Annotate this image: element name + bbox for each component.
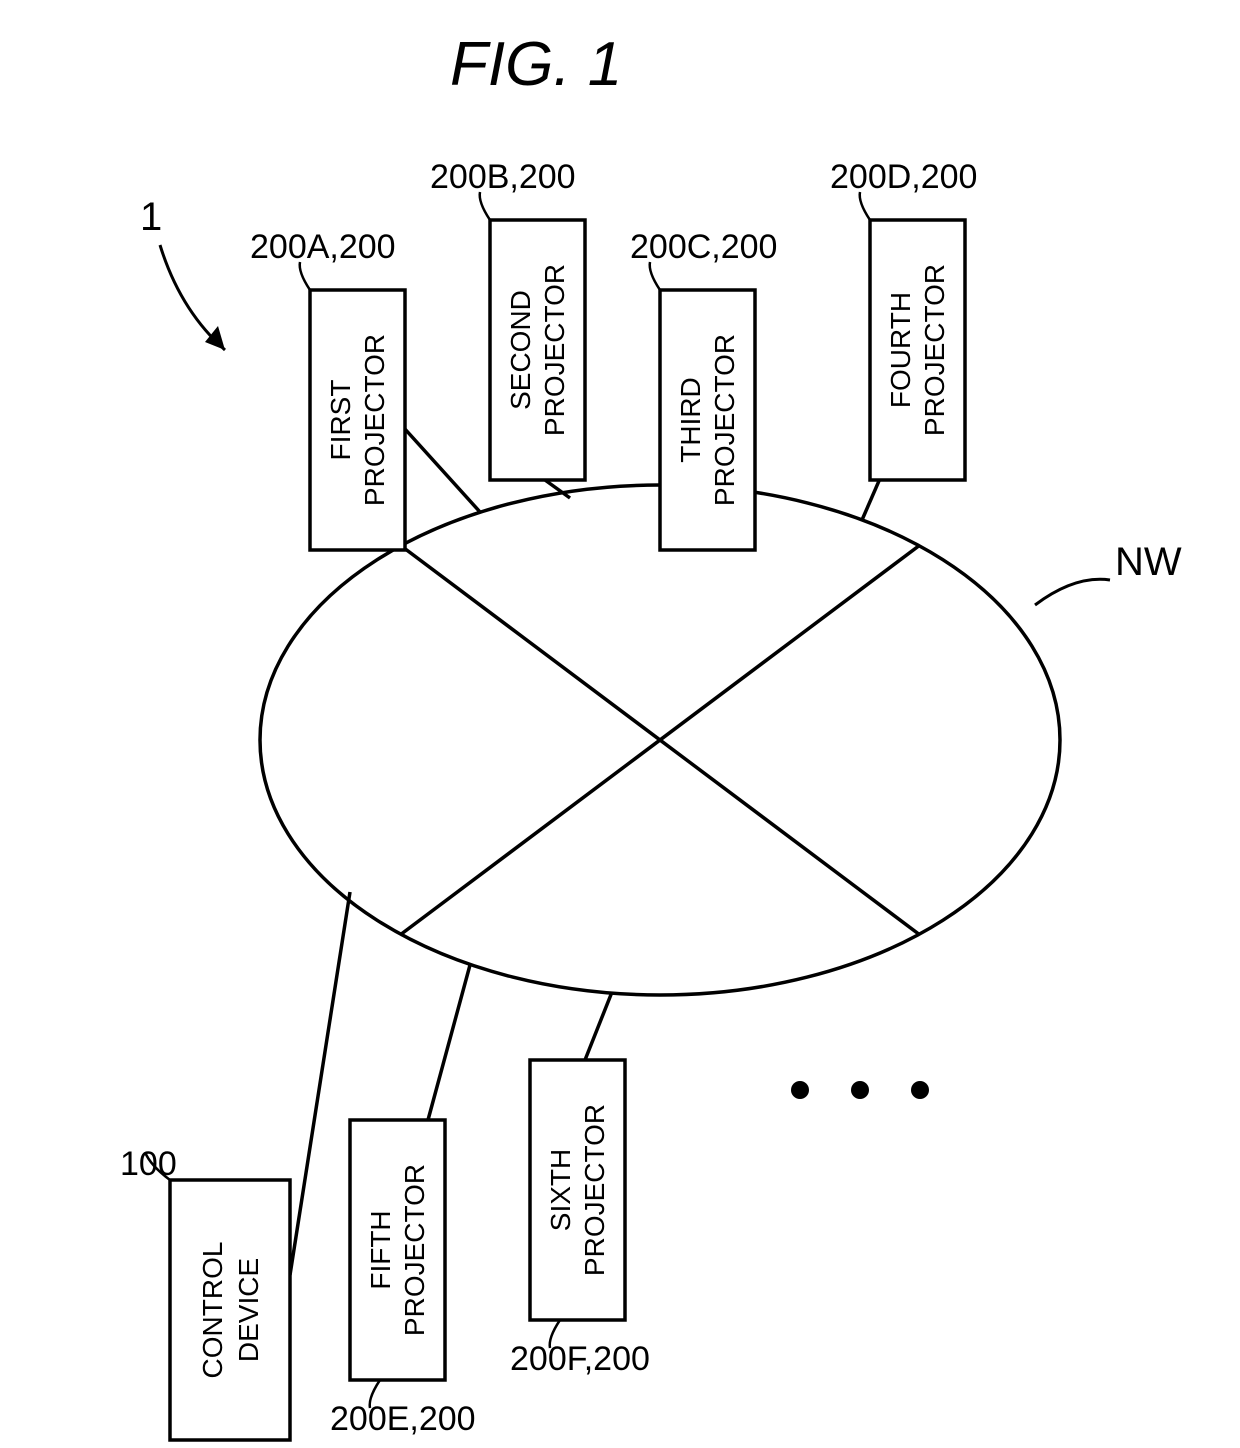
network-label-leader xyxy=(1035,579,1110,605)
control-device-label-1: CONTROL xyxy=(197,1242,228,1379)
projector-2-label-2: PROJECTOR xyxy=(539,264,570,436)
projector-4-label-1: FOURTH xyxy=(885,292,916,408)
connector-p6 xyxy=(585,992,612,1060)
projector-3-label-2: PROJECTOR xyxy=(709,334,740,506)
projector-6-label-1: SIXTH xyxy=(545,1149,576,1231)
projector-2-ref: 200B,200 xyxy=(430,158,576,196)
projector-1-label-2: PROJECTOR xyxy=(359,334,390,506)
connector-control xyxy=(290,892,350,1275)
projector-5-node: FIFTH PROJECTOR xyxy=(350,1120,445,1380)
network-cloud xyxy=(260,485,1060,995)
projector-4-node: FOURTH PROJECTOR xyxy=(870,220,965,480)
control-device-node: CONTROL DEVICE xyxy=(170,1180,290,1440)
projector-1-ref: 200A,200 xyxy=(250,228,396,266)
connector-p5 xyxy=(428,965,470,1120)
projector-6-label-2: PROJECTOR xyxy=(579,1104,610,1276)
projector-3-node: THIRD PROJECTOR xyxy=(660,290,755,550)
projector-4-label-2: PROJECTOR xyxy=(919,264,950,436)
projector-4-ref: 200D,200 xyxy=(830,158,977,196)
projector-2-label-1: SECOND xyxy=(505,290,536,410)
projector-6-node: SIXTH PROJECTOR xyxy=(530,1060,625,1320)
projector-5-label-1: FIFTH xyxy=(365,1210,396,1289)
control-device-label-2: DEVICE xyxy=(233,1258,264,1362)
network-label: NW xyxy=(1115,540,1182,584)
projector-1-label-1: FIRST xyxy=(325,380,356,461)
more-projectors-icon xyxy=(791,1081,929,1099)
system-ref-arrowhead xyxy=(205,326,225,350)
projector-5-ref: 200E,200 xyxy=(330,1400,476,1438)
projector-2-node: SECOND PROJECTOR xyxy=(490,220,585,480)
system-ref-label: 1 xyxy=(140,195,162,239)
projector-6-ref: 200F,200 xyxy=(510,1340,650,1378)
projector-2-ref-leader xyxy=(480,192,490,220)
projector-1-node: FIRST PROJECTOR xyxy=(310,290,405,550)
projector-4-ref-leader xyxy=(860,192,870,220)
projector-3-ref-leader xyxy=(650,262,660,290)
projector-3-label-1: THIRD xyxy=(675,377,706,463)
projector-5-label-2: PROJECTOR xyxy=(399,1164,430,1336)
projector-1-ref-leader xyxy=(300,262,310,290)
network-diagram: FIG. 1 1 NW CONTROL DEVICE 100 FIRST PRO… xyxy=(0,0,1240,1448)
projector-3-ref: 200C,200 xyxy=(630,228,777,266)
connector-p1 xyxy=(395,418,480,512)
figure-title: FIG. 1 xyxy=(450,30,622,99)
